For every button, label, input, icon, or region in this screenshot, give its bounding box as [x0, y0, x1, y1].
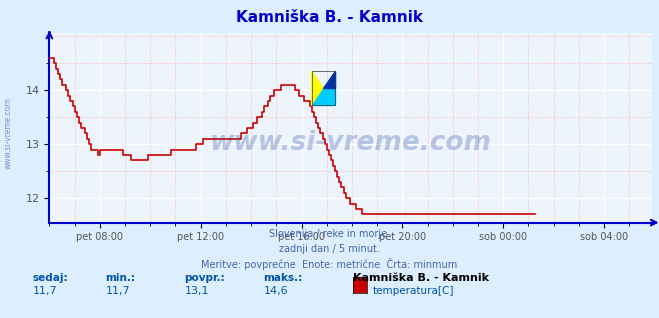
Polygon shape — [323, 71, 335, 88]
Text: 11,7: 11,7 — [105, 286, 130, 296]
Text: min.:: min.: — [105, 273, 136, 283]
Text: 11,7: 11,7 — [33, 286, 57, 296]
Text: zadnji dan / 5 minut.: zadnji dan / 5 minut. — [279, 244, 380, 254]
Text: Kamniška B. - Kamnik: Kamniška B. - Kamnik — [236, 10, 423, 25]
Text: 13,1: 13,1 — [185, 286, 209, 296]
Text: maks.:: maks.: — [264, 273, 303, 283]
Text: temperatura[C]: temperatura[C] — [372, 286, 454, 296]
Text: Meritve: povprečne  Enote: metrične  Črta: minmum: Meritve: povprečne Enote: metrične Črta:… — [202, 258, 457, 270]
Text: 14,6: 14,6 — [264, 286, 288, 296]
Text: povpr.:: povpr.: — [185, 273, 225, 283]
Bar — [312, 71, 335, 105]
Text: Kamniška B. - Kamnik: Kamniška B. - Kamnik — [353, 273, 488, 283]
Text: Slovenija / reke in morje.: Slovenija / reke in morje. — [269, 229, 390, 239]
Text: www.si-vreme.com: www.si-vreme.com — [3, 98, 13, 169]
Polygon shape — [312, 71, 335, 105]
Text: www.si-vreme.com: www.si-vreme.com — [210, 130, 492, 156]
Text: sedaj:: sedaj: — [33, 273, 69, 283]
Polygon shape — [312, 71, 335, 105]
